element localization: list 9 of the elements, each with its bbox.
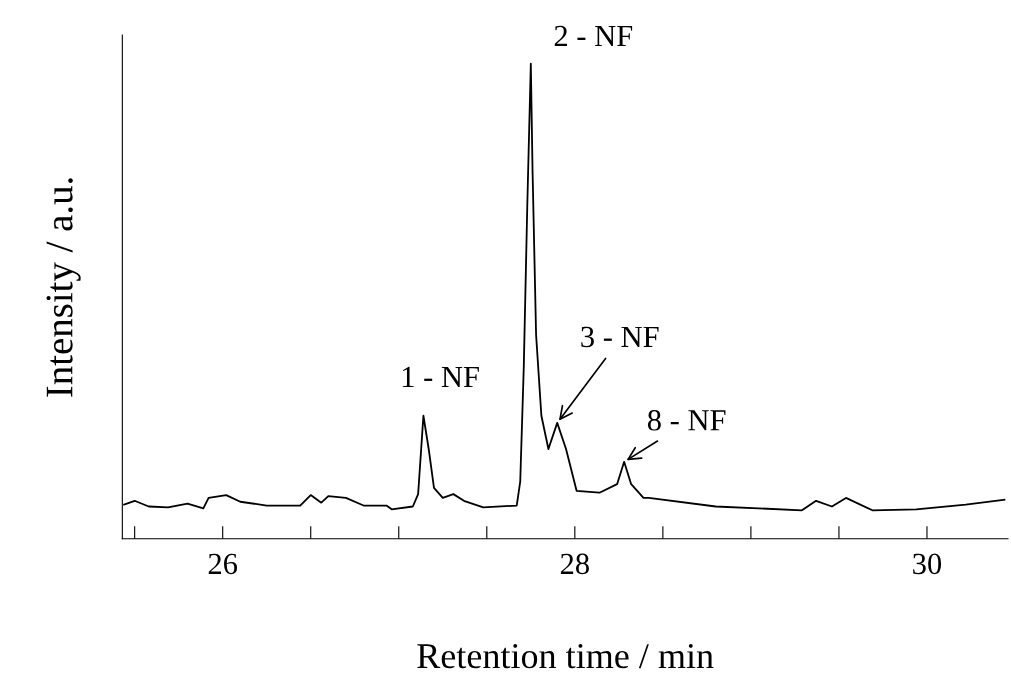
annotation: 3 - NF [581,326,659,348]
annotation: 8 - NF [647,410,726,431]
x-tick-label: 30 [913,553,942,575]
x-tick-label: 26 [208,553,238,575]
y-axis-title: Intensity / a.u. [46,178,81,397]
annotation: 2 - NF [554,25,633,47]
annotation: 1 - NF [402,366,479,387]
x-tick-label: 28 [560,553,589,575]
x-axis-title: Retention time / min [417,644,714,669]
